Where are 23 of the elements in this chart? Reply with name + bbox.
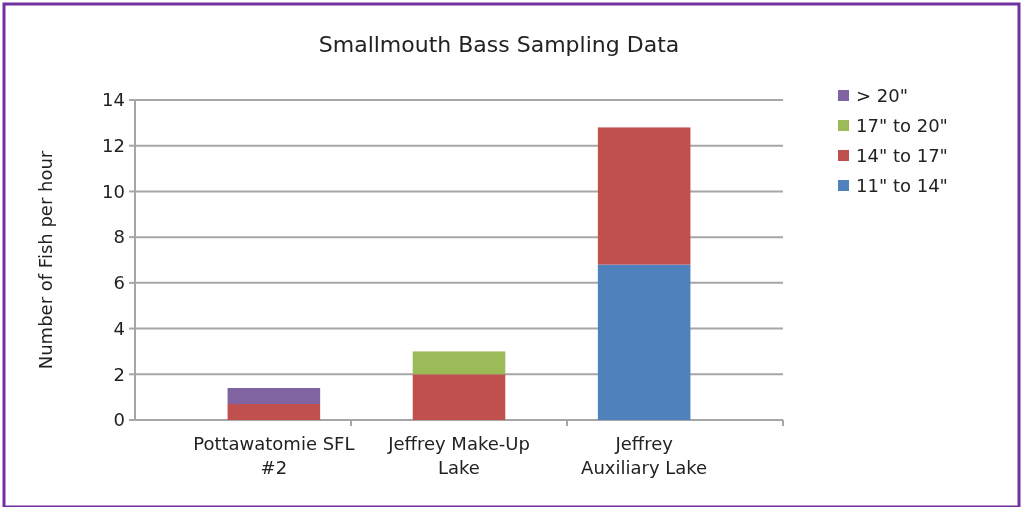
legend-label: 17" to 20"	[856, 115, 948, 137]
y-axis-title: Number of Fish per hour	[35, 150, 56, 370]
bar	[597, 264, 691, 420]
y-tick-label: 0	[113, 409, 125, 431]
bar	[597, 127, 691, 265]
y-tick-label: 4	[113, 317, 125, 339]
x-tick-label: Jeffrey Make-Up Lake	[387, 433, 530, 478]
legend-label: 14" to 17"	[856, 145, 948, 167]
y-tick-label: 2	[113, 363, 125, 385]
y-tick-label: 6	[113, 272, 125, 294]
bar	[227, 404, 321, 420]
y-tick-label: 8	[113, 226, 125, 248]
legend-label: 11" to 14"	[856, 175, 948, 197]
x-tick-label: Jeffrey Auxiliary Lake	[581, 433, 708, 478]
x-tick-label: Pottawatomie SFL #2	[193, 433, 355, 478]
chart-title: Smallmouth Bass Sampling Data	[318, 32, 680, 57]
y-tick-label: 14	[102, 89, 125, 111]
y-tick-label: 12	[102, 135, 125, 157]
bar	[227, 388, 321, 404]
bar	[412, 351, 506, 375]
y-tick-label: 10	[102, 180, 125, 202]
bar	[412, 374, 506, 420]
legend-label: > 20"	[856, 85, 908, 107]
